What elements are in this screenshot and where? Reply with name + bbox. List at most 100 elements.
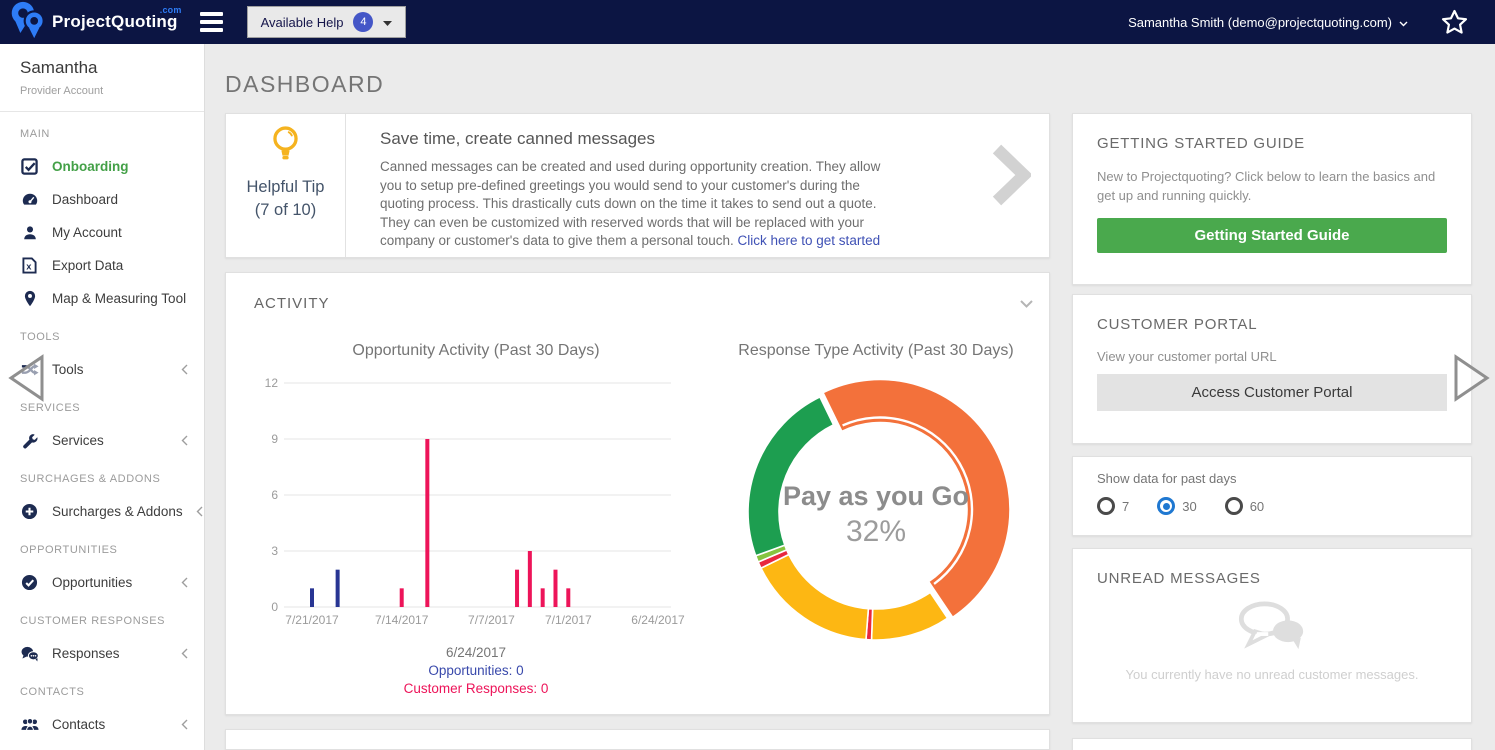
tip-next-arrow-icon[interactable] — [991, 144, 1033, 211]
bar-chart-title: Opportunity Activity (Past 30 Days) — [352, 342, 600, 359]
svg-text:32%: 32% — [846, 515, 906, 548]
projectquoting-logo-icon — [10, 0, 48, 45]
bar-chart-footer: 6/24/2017 Opportunities: 0 Customer Resp… — [256, 644, 696, 698]
sidebar: Samantha Provider Account MAIN Onboardin… — [0, 44, 205, 750]
svg-text:7/21/2017: 7/21/2017 — [285, 613, 339, 627]
footer-date: 6/24/2017 — [445, 645, 507, 660]
customer-portal-title: CUSTOMER PORTAL — [1097, 316, 1258, 333]
svg-text:12: 12 — [265, 376, 279, 390]
plus-circle-icon — [20, 503, 39, 520]
person-icon — [20, 225, 39, 241]
brand-logo[interactable]: ProjectQuoting .com — [0, 0, 182, 45]
sidebar-user-block: Samantha Provider Account — [0, 44, 204, 112]
svg-text:0: 0 — [271, 600, 278, 614]
footer-opportunities: Opportunities: 0 — [428, 663, 524, 678]
footer-customer-responses: Customer Responses: 0 — [403, 681, 549, 696]
sidebar-section-main: MAIN — [20, 128, 50, 140]
getting-started-guide-button[interactable]: Getting Started Guide — [1097, 218, 1447, 253]
hamburger-menu-icon[interactable] — [199, 12, 223, 32]
chevron-left-icon — [181, 364, 188, 375]
activity-panel: ACTIVITY Opportunity Activity (Past 30 D… — [225, 272, 1050, 715]
sidebar-user-name: Samantha — [20, 58, 98, 77]
available-help-button[interactable]: Available Help 4 — [246, 6, 407, 38]
unread-messages-title: UNREAD MESSAGES — [1097, 570, 1261, 587]
chevron-left-icon — [181, 435, 188, 446]
unread-messages-card: UNREAD MESSAGES You currently have no un… — [1072, 548, 1472, 723]
lightbulb-icon — [269, 125, 302, 171]
response-type-donut-chart: Response Type Activity (Past 30 Days) Pa… — [721, 341, 1031, 668]
sidebar-item-responses[interactable]: Responses — [0, 637, 204, 670]
wrench-icon — [20, 433, 39, 449]
getting-started-title: GETTING STARTED GUIDE — [1097, 135, 1305, 152]
svg-text:7/14/2017: 7/14/2017 — [375, 613, 429, 627]
people-icon — [20, 717, 39, 732]
sidebar-item-onboarding[interactable]: Onboarding — [0, 150, 204, 183]
map-pin-icon — [20, 290, 39, 307]
getting-started-card: GETTING STARTED GUIDE New to Projectquot… — [1072, 113, 1472, 285]
svg-text:9: 9 — [271, 432, 278, 446]
favorites-star-icon[interactable] — [1440, 8, 1469, 37]
helpful-tip-left: Helpful Tip (7 of 10) — [226, 114, 346, 257]
svg-text:3: 3 — [271, 544, 278, 558]
svg-text:7/7/2017: 7/7/2017 — [468, 613, 515, 627]
tip-body: Canned messages can be created and used … — [380, 159, 881, 248]
svg-text:6/24/2017: 6/24/2017 — [631, 613, 685, 627]
unread-empty-text: You currently have no unread customer me… — [1125, 667, 1419, 682]
checkbox-icon — [20, 158, 39, 175]
radio-60-days[interactable]: 60 — [1224, 497, 1264, 515]
sidebar-item-services[interactable]: Services — [0, 424, 204, 457]
chevron-left-icon — [181, 719, 188, 730]
chat-bubbles-icon — [20, 646, 39, 662]
carousel-left-arrow-icon[interactable] — [6, 352, 48, 409]
sidebar-section-opportunities: OPPORTUNITIES — [20, 544, 118, 556]
chevron-down-icon — [1399, 15, 1408, 30]
sidebar-section-tools: TOOLS — [20, 331, 61, 343]
caret-down-icon — [383, 13, 393, 31]
sidebar-item-opportunities[interactable]: Opportunities — [0, 566, 204, 599]
sidebar-item-contacts[interactable]: Contacts — [0, 708, 204, 741]
helpful-tip-card: Helpful Tip (7 of 10) Save time, create … — [225, 113, 1050, 258]
activity-panel-title: ACTIVITY — [254, 295, 330, 312]
chevron-left-icon — [181, 648, 188, 659]
next-panel-stub — [225, 729, 1050, 750]
radio-7-days[interactable]: 7 — [1097, 497, 1129, 515]
brand-tld: .com — [159, 5, 182, 15]
sidebar-item-my-account[interactable]: My Account — [0, 216, 204, 249]
donut-chart-title: Response Type Activity (Past 30 Days) — [738, 342, 1014, 359]
user-account-menu[interactable]: Samantha Smith (demo@projectquoting.com) — [1128, 15, 1408, 30]
collapse-chevron-icon[interactable] — [1020, 295, 1033, 313]
sidebar-section-services: SERVICES — [20, 402, 81, 414]
access-customer-portal-button[interactable]: Access Customer Portal — [1097, 374, 1447, 411]
sidebar-item-export-data[interactable]: x Export Data — [0, 249, 204, 282]
radio-30-days[interactable]: 30 — [1157, 497, 1197, 515]
filter-label: Show data for past days — [1097, 471, 1237, 486]
radio-circle — [1224, 497, 1243, 515]
main-content: DASHBOARD Helpful Tip (7 — [205, 44, 1495, 750]
next-card-stub — [1072, 738, 1472, 750]
filter-radio-group: 7 30 60 — [1097, 497, 1447, 515]
carousel-right-arrow-icon[interactable] — [1450, 352, 1492, 409]
sidebar-section-customer-responses: CUSTOMER RESPONSES — [20, 615, 166, 627]
radio-circle — [1097, 497, 1115, 515]
sidebar-item-dashboard[interactable]: Dashboard — [0, 183, 204, 216]
brand-name: ProjectQuoting .com — [52, 5, 182, 31]
data-filter-card: Show data for past days 7 30 60 — [1072, 456, 1472, 536]
tip-heading: Save time, create canned messages — [380, 129, 655, 148]
bar-chart-plot: 0 3 6 9 12 7/21/2017 7/14/2017 7/7/2017 7/1/2017… — [265, 376, 685, 627]
svg-text:7/1/2017: 7/1/2017 — [545, 613, 592, 627]
sidebar-user-role: Provider Account — [20, 85, 104, 97]
check-circle-icon — [20, 574, 39, 591]
getting-started-body: New to Projectquoting? Click below to le… — [1097, 169, 1436, 203]
page-title: DASHBOARD — [225, 71, 385, 97]
svg-text:Pay as you Go: Pay as you Go — [783, 481, 969, 511]
tip-get-started-link[interactable]: Click here to get started — [737, 233, 881, 248]
sidebar-item-surcharges-addons[interactable]: Surcharges & Addons — [0, 495, 204, 528]
sidebar-item-map-measuring-tool[interactable]: Map & Measuring Tool — [0, 282, 204, 315]
dashboard-icon — [20, 191, 39, 209]
donut-chart-plot: Pay as you Go 32% — [747, 378, 1011, 641]
customer-portal-card: CUSTOMER PORTAL View your customer porta… — [1072, 294, 1472, 444]
help-count-badge: 4 — [353, 12, 374, 32]
sidebar-section-surcharges: SURCHAGES & ADDONS — [20, 473, 161, 485]
helpful-tip-label: Helpful Tip (7 of 10) — [246, 178, 325, 219]
chat-bubbles-empty-icon — [1236, 601, 1308, 657]
